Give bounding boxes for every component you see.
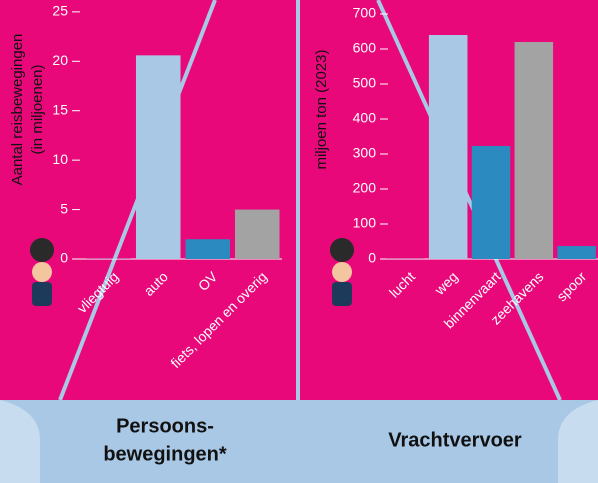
y-tick-label: 600 xyxy=(353,40,377,56)
chart-title: bewegingen* xyxy=(103,443,227,465)
y-tick-label: 10 xyxy=(52,151,68,167)
y-tick-label: 20 xyxy=(52,52,68,68)
y-tick-label: 200 xyxy=(353,180,377,196)
bar xyxy=(557,246,596,259)
y-tick-label: 500 xyxy=(353,75,377,91)
bar xyxy=(136,55,181,259)
y-tick-label: 0 xyxy=(368,250,376,266)
y-tick-label: 5 xyxy=(60,200,68,216)
bar xyxy=(235,210,280,259)
chart-title: Persoons- xyxy=(116,415,214,437)
bar xyxy=(472,146,511,259)
bar xyxy=(515,42,554,259)
infographic: 0 5 10 15 20 25 Aantal reisbewegingen(in miljo… xyxy=(0,0,598,483)
y-axis-label: Aantal reisbewegingen xyxy=(9,34,26,186)
bar xyxy=(429,35,468,259)
y-tick-label: 400 xyxy=(353,110,377,126)
chart-title: Vrachtvervoer xyxy=(388,429,522,451)
y-tick-label: 0 xyxy=(60,250,68,266)
y-tick-label: 700 xyxy=(353,5,377,21)
y-tick-label: 300 xyxy=(353,145,377,161)
bar xyxy=(185,239,230,259)
y-tick-label: 25 xyxy=(52,3,68,19)
y-tick-label: 100 xyxy=(353,215,377,231)
y-tick-label: 15 xyxy=(52,101,68,117)
y-axis-label: (in miljoenen) xyxy=(29,64,46,154)
y-axis-label: miljoen ton (2023) xyxy=(313,49,330,169)
